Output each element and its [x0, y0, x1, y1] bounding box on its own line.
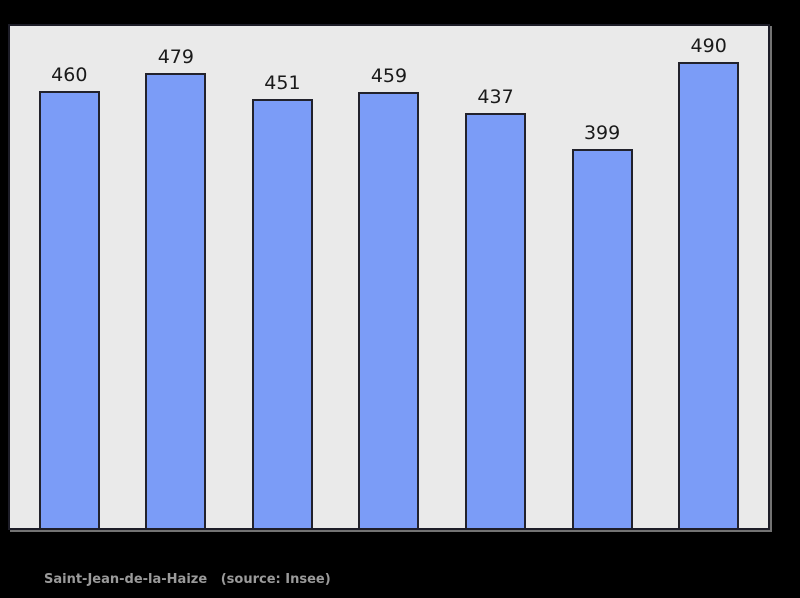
plot-area: 460 479 451 459 437 399 — [8, 24, 770, 530]
bar-item[interactable]: 399 — [556, 26, 648, 528]
bar-rect[interactable] — [358, 92, 420, 528]
bar-rect[interactable] — [251, 99, 313, 528]
chart-caption: Saint-Jean-de-la-Haize (source: Insee) — [44, 572, 331, 587]
bar-rect[interactable] — [145, 73, 207, 528]
bar-value-label: 460 — [51, 64, 88, 86]
bar-value-label: 451 — [264, 72, 301, 94]
bar-value-label: 490 — [690, 35, 727, 57]
bar-item[interactable]: 479 — [130, 26, 222, 528]
bar-item[interactable]: 490 — [663, 26, 755, 528]
bar-group: 460 479 451 459 437 399 — [10, 26, 768, 528]
bar-item[interactable]: 459 — [343, 26, 435, 528]
bar-item[interactable]: 460 — [23, 26, 115, 528]
bar-rect[interactable] — [678, 62, 740, 528]
bar-value-label: 459 — [370, 65, 408, 87]
bar-value-label: 437 — [477, 86, 514, 108]
bar-item[interactable]: 451 — [236, 26, 328, 528]
bar-value-label: 479 — [157, 46, 194, 68]
bar-rect[interactable] — [465, 113, 527, 528]
bar-rect[interactable] — [571, 149, 633, 528]
bar-value-label: 399 — [583, 122, 621, 144]
bar-item[interactable]: 437 — [450, 26, 542, 528]
bar-rect[interactable] — [38, 91, 100, 528]
